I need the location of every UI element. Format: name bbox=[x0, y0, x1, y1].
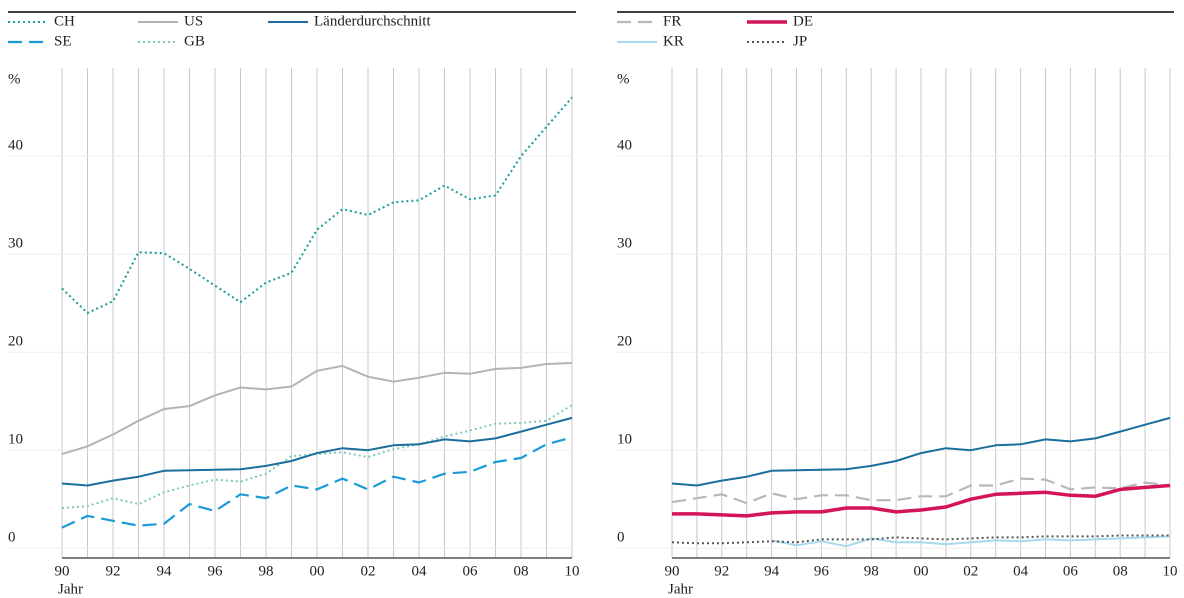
x-tick-label: 06 bbox=[1063, 563, 1079, 579]
y-tick-label: 30 bbox=[617, 236, 632, 252]
series-line bbox=[61, 362, 573, 456]
x-tick-label: 92 bbox=[714, 563, 729, 579]
series-line bbox=[671, 477, 1171, 505]
y-tick-label: 20 bbox=[617, 334, 632, 350]
y-axis-label: % bbox=[617, 71, 630, 87]
x-tick-label: 08 bbox=[514, 563, 529, 579]
x-axis-label: Jahr bbox=[58, 581, 83, 597]
x-axis-label: Jahr bbox=[668, 581, 693, 597]
legend-label: KR bbox=[663, 33, 684, 49]
series-line bbox=[672, 483, 1171, 518]
legend-label: GB bbox=[184, 33, 205, 49]
x-tick-label: 00 bbox=[914, 563, 929, 579]
y-tick-label: 10 bbox=[617, 432, 632, 448]
y-tick-label: 40 bbox=[8, 138, 23, 154]
x-tick-label: 96 bbox=[814, 563, 830, 579]
series-line bbox=[671, 416, 1171, 487]
x-tick-label: 10 bbox=[565, 563, 580, 579]
y-tick-label: 0 bbox=[617, 530, 625, 546]
x-tick-label: 94 bbox=[157, 563, 173, 579]
series-line bbox=[61, 416, 573, 487]
legend-label: SE bbox=[54, 33, 72, 49]
series-line bbox=[61, 436, 573, 529]
legend-label: FR bbox=[663, 13, 681, 29]
x-tick-label: 90 bbox=[665, 563, 680, 579]
x-tick-label: 92 bbox=[106, 563, 121, 579]
y-tick-label: 10 bbox=[8, 432, 23, 448]
legend-label: Länderdurchschnitt bbox=[314, 13, 431, 29]
y-tick-label: 20 bbox=[8, 334, 23, 350]
x-tick-label: 00 bbox=[310, 563, 325, 579]
x-tick-label: 06 bbox=[463, 563, 479, 579]
y-tick-label: 0 bbox=[8, 530, 16, 546]
x-tick-label: 96 bbox=[208, 563, 224, 579]
y-tick-label: 30 bbox=[8, 236, 23, 252]
x-tick-label: 90 bbox=[55, 563, 70, 579]
y-tick-label: 40 bbox=[617, 138, 632, 154]
x-tick-label: 98 bbox=[864, 563, 879, 579]
x-tick-label: 04 bbox=[1013, 563, 1029, 579]
y-axis-label: % bbox=[8, 71, 21, 87]
series-line bbox=[671, 534, 1170, 545]
x-tick-label: 10 bbox=[1163, 563, 1178, 579]
legend-label: JP bbox=[793, 33, 807, 49]
x-tick-label: 02 bbox=[361, 563, 376, 579]
x-tick-label: 94 bbox=[764, 563, 780, 579]
x-tick-label: 08 bbox=[1113, 563, 1128, 579]
x-tick-label: 04 bbox=[412, 563, 428, 579]
legend-label: US bbox=[184, 13, 203, 29]
legend-label: DE bbox=[793, 13, 813, 29]
series-line bbox=[771, 535, 1171, 548]
x-tick-label: 02 bbox=[963, 563, 978, 579]
x-tick-label: 98 bbox=[259, 563, 274, 579]
legend-label: CH bbox=[54, 13, 75, 29]
